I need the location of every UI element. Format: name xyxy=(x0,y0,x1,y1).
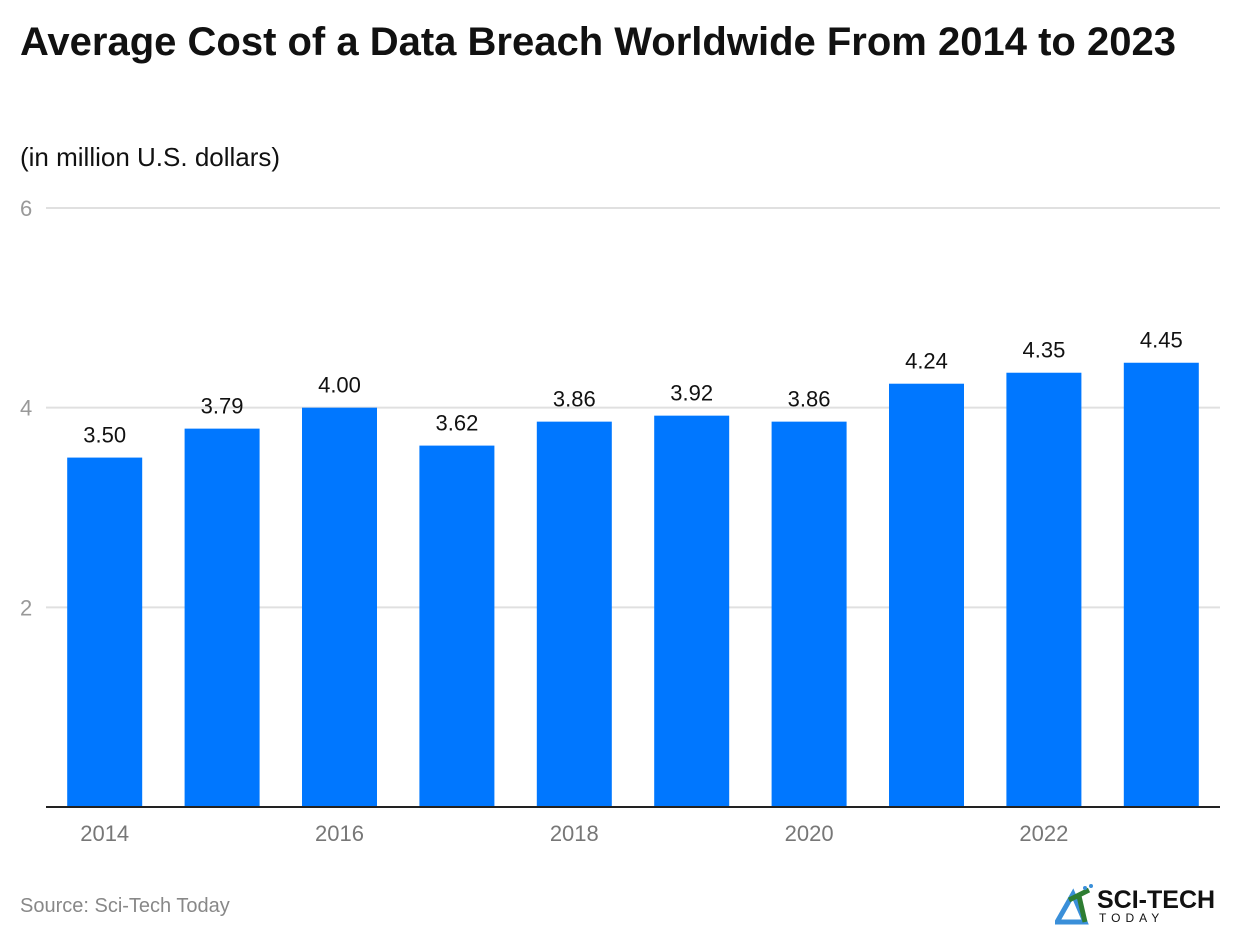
chart-subtitle: (in million U.S. dollars) xyxy=(20,142,281,172)
x-tick-label: 2022 xyxy=(1019,821,1068,846)
data-label: 3.62 xyxy=(435,411,478,436)
data-label: 4.00 xyxy=(318,373,361,398)
data-label: 3.86 xyxy=(553,387,596,412)
data-label: 3.79 xyxy=(201,394,244,419)
bar-2020 xyxy=(771,421,847,807)
sci-tech-today-logo: SCI-TECH TODAY xyxy=(1055,884,1215,925)
data-label: 3.92 xyxy=(670,381,713,406)
bar-2022 xyxy=(1006,372,1082,807)
x-tick-label: 2016 xyxy=(315,821,364,846)
y-tick-label: 2 xyxy=(20,595,32,620)
y-tick-label: 6 xyxy=(20,196,32,221)
bar-2016 xyxy=(302,407,377,807)
source-note: Source: Sci-Tech Today xyxy=(20,895,230,917)
data-label: 3.86 xyxy=(788,387,831,412)
x-tick-label: 2014 xyxy=(80,821,129,846)
bar-2023 xyxy=(1123,362,1199,807)
data-label: 4.24 xyxy=(905,349,948,374)
data-label: 4.45 xyxy=(1140,328,1183,353)
chart-title: Average Cost of a Data Breach Worldwide … xyxy=(20,20,1176,64)
data-label: 3.50 xyxy=(83,423,126,448)
bar-2019 xyxy=(654,415,730,807)
svg-text:TODAY: TODAY xyxy=(1099,911,1164,925)
bar-2018 xyxy=(536,421,612,807)
x-tick-label: 2018 xyxy=(550,821,599,846)
y-tick-label: 4 xyxy=(20,396,32,421)
x-tick-label: 2020 xyxy=(785,821,834,846)
bar-2015 xyxy=(184,428,260,807)
bar-2014 xyxy=(67,457,143,807)
bar-2017 xyxy=(419,445,495,807)
svg-text:SCI-TECH: SCI-TECH xyxy=(1097,886,1215,914)
bar-2021 xyxy=(889,383,964,807)
data-label: 4.35 xyxy=(1022,338,1065,363)
